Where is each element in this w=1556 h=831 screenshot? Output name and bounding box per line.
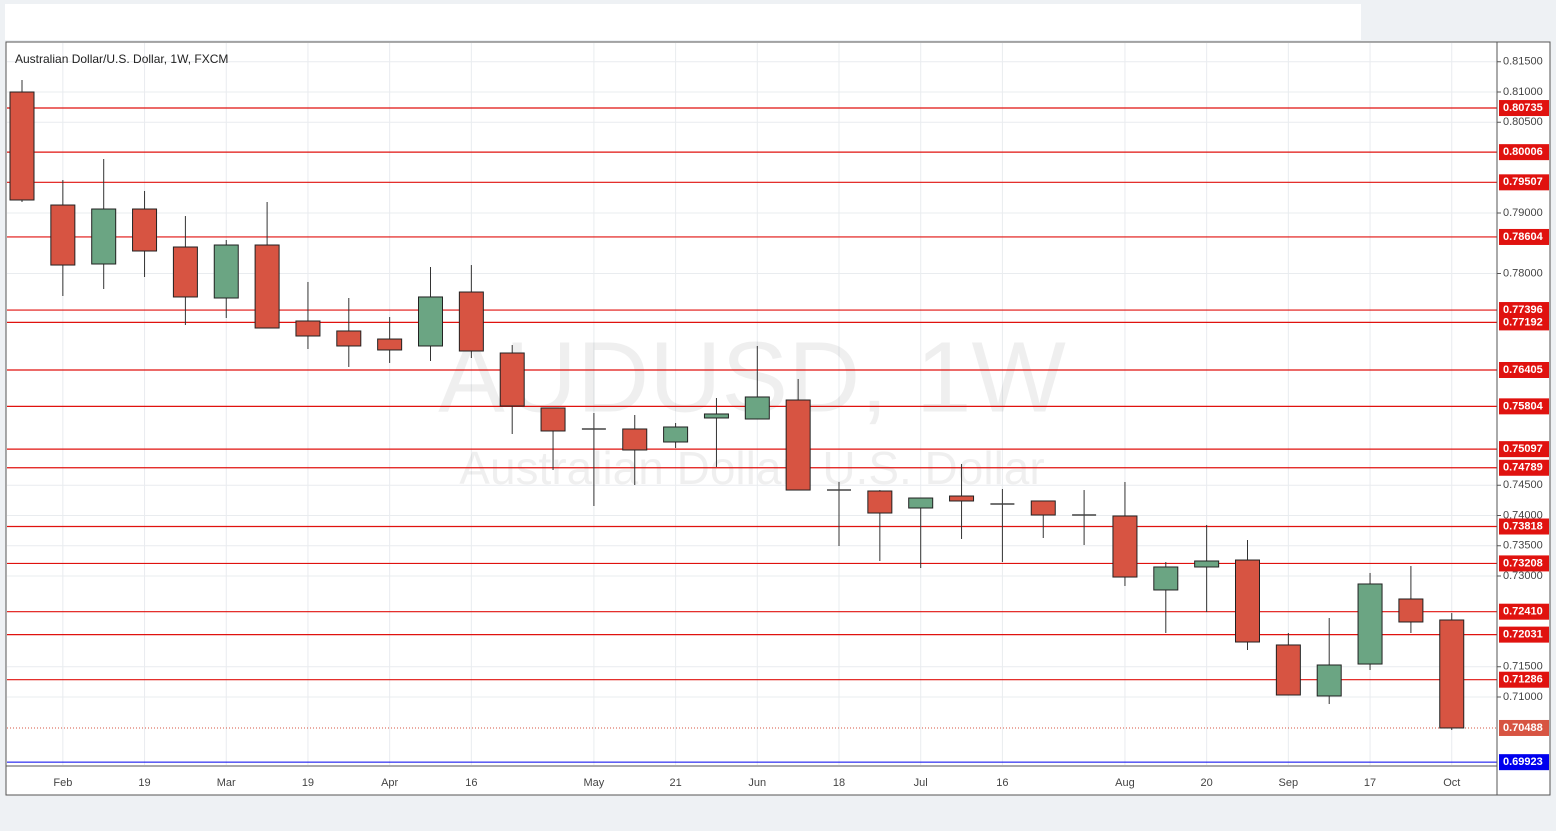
x-tick-label: 19 (138, 777, 150, 789)
x-tick-label: Oct (1443, 777, 1460, 789)
level-tag (1499, 398, 1549, 415)
y-tick-label: 0.80500 (1503, 116, 1543, 128)
candle-body (1398, 598, 1424, 623)
candle-body (867, 490, 893, 514)
level-label: 0.76405 (1503, 364, 1543, 376)
x-tick-label: 19 (302, 777, 314, 789)
candle-body (663, 426, 689, 443)
last-price-tag (1499, 719, 1549, 736)
candle-body (213, 244, 239, 299)
candle-body (458, 291, 484, 352)
candle-body (295, 320, 321, 337)
y-tick-label: 0.81000 (1503, 86, 1543, 98)
candle-body (1316, 664, 1342, 697)
x-tick-label: Sep (1279, 777, 1299, 789)
level-label: 0.77192 (1503, 316, 1543, 328)
candle-body (50, 204, 76, 266)
x-tick-label: Mar (217, 777, 236, 789)
level-tag (1499, 518, 1549, 535)
y-tick-label: 0.74000 (1503, 509, 1543, 521)
level-tag (1499, 555, 1549, 572)
candle-body (540, 407, 566, 432)
x-tick-label: 17 (1364, 777, 1376, 789)
level-label: 0.73208 (1503, 557, 1543, 569)
x-tick-label: 16 (465, 777, 477, 789)
level-label: 0.80735 (1503, 102, 1543, 114)
candle-body (9, 91, 35, 201)
level-label: 0.73818 (1503, 520, 1543, 532)
x-tick-label: 18 (833, 777, 845, 789)
candle-body (908, 497, 934, 509)
level-tag (1499, 228, 1549, 245)
x-tick-label: Feb (53, 777, 72, 789)
candle-body (1357, 583, 1383, 665)
candle-body (91, 208, 117, 265)
candle-body (622, 428, 648, 451)
level-tag (1499, 302, 1549, 319)
level-tag (1499, 441, 1549, 458)
level-tag (1499, 459, 1549, 476)
candle-body (377, 338, 403, 351)
top-bar (5, 4, 1361, 40)
candle-body (703, 413, 729, 419)
marker-tag (1499, 754, 1549, 771)
y-tick-label: 0.73000 (1503, 570, 1543, 582)
x-tick-label: 16 (996, 777, 1008, 789)
level-tag (1499, 144, 1549, 161)
level-label: 0.79507 (1503, 176, 1543, 188)
candle-body (132, 208, 158, 252)
last-price-label: 0.70488 (1503, 722, 1543, 734)
x-tick-label: Jul (914, 777, 928, 789)
level-tag (1499, 100, 1549, 117)
candle-body (1112, 515, 1138, 578)
level-label: 0.74789 (1503, 462, 1543, 474)
candle-body (254, 244, 280, 329)
level-label: 0.71286 (1503, 674, 1543, 686)
y-tick-label: 0.71500 (1503, 661, 1543, 673)
y-tick-label: 0.78000 (1503, 267, 1543, 279)
candle-body (418, 296, 443, 347)
level-label: 0.80006 (1503, 146, 1543, 158)
x-tick-label: 20 (1201, 777, 1213, 789)
level-label: 0.75097 (1503, 443, 1543, 455)
y-tick-label: 0.79000 (1503, 207, 1543, 219)
y-tick-label: 0.73500 (1503, 540, 1543, 552)
level-label: 0.78604 (1503, 231, 1544, 243)
candle-body (1194, 560, 1220, 568)
level-tag (1499, 361, 1549, 378)
level-tag (1499, 671, 1549, 688)
y-tick-label: 0.74500 (1503, 479, 1543, 491)
x-tick-label: Aug (1115, 777, 1135, 789)
candle-body (172, 246, 198, 298)
level-tag (1499, 626, 1549, 643)
candle-body (949, 495, 975, 502)
candle-body (1275, 644, 1301, 696)
level-tag (1499, 314, 1549, 331)
level-tag (1499, 174, 1549, 191)
candle-body (1030, 500, 1056, 516)
y-tick-label: 0.81500 (1503, 56, 1543, 68)
x-tick-label: Jun (748, 777, 766, 789)
level-label: 0.72410 (1503, 606, 1543, 618)
candle-body (785, 399, 811, 491)
candle-body (1439, 619, 1465, 729)
level-label: 0.77396 (1503, 304, 1543, 316)
level-label: 0.72031 (1503, 629, 1543, 641)
marker-label: 0.69923 (1503, 756, 1543, 768)
level-tag (1499, 603, 1549, 620)
candle-body (744, 396, 770, 420)
level-label: 0.75804 (1503, 400, 1544, 412)
chart-title: Australian Dollar/U.S. Dollar, 1W, FXCM (15, 52, 228, 66)
x-tick-label: May (584, 777, 605, 789)
candle-body (499, 352, 525, 407)
y-tick-label: 0.71000 (1503, 691, 1543, 703)
x-tick-label: 21 (669, 777, 681, 789)
candle-body (1153, 566, 1179, 591)
candle-body (1235, 559, 1260, 643)
x-tick-label: Apr (381, 777, 398, 789)
candle-body (336, 330, 362, 347)
